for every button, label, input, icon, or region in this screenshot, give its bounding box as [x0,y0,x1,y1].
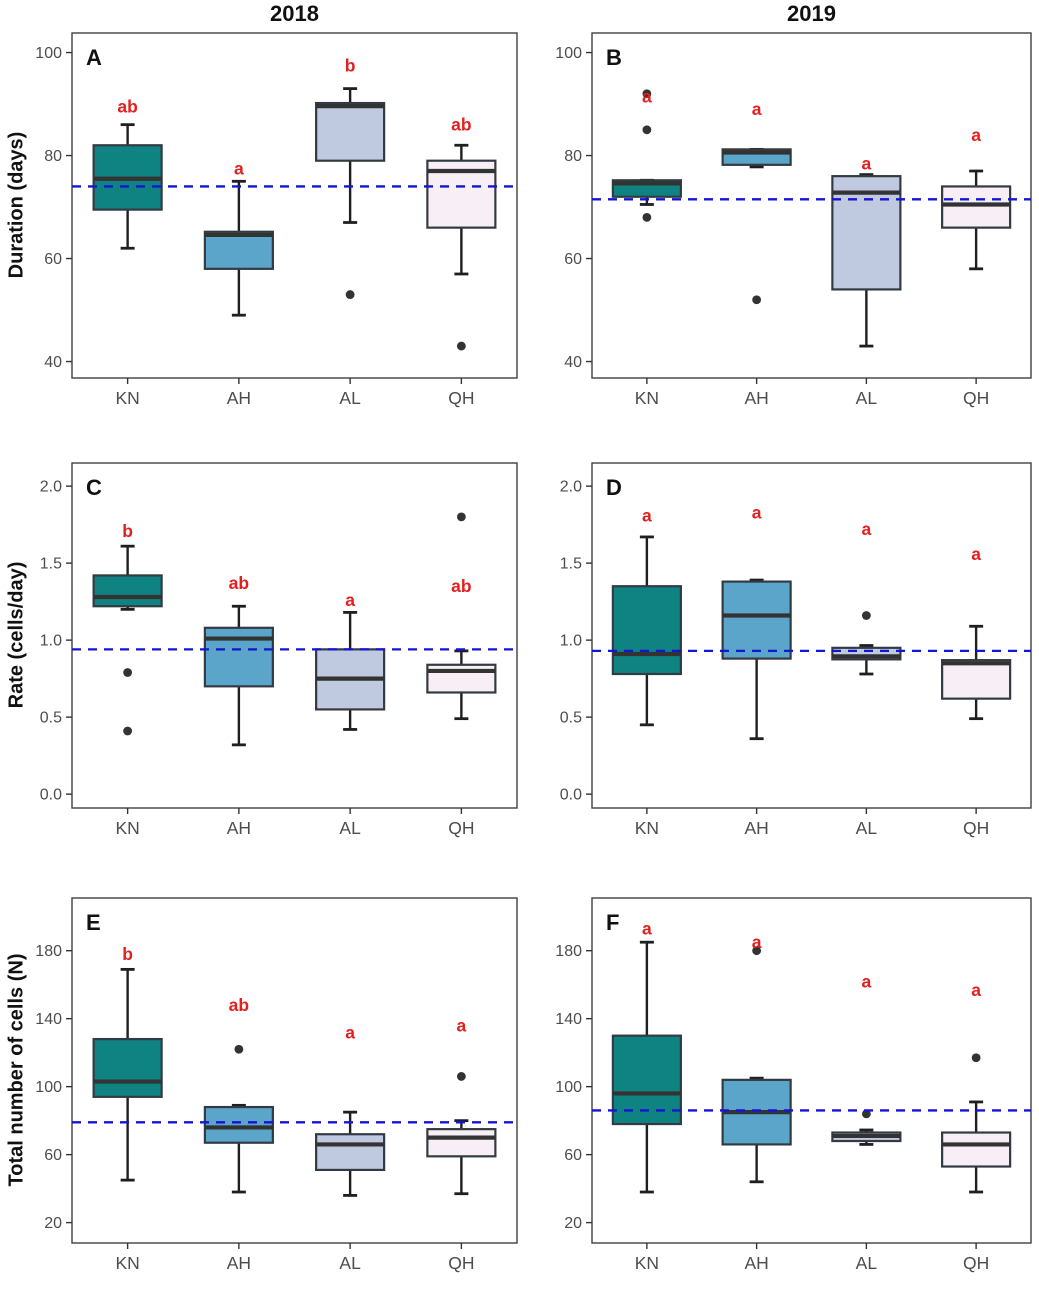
svg-text:40: 40 [44,354,62,371]
svg-text:a: a [862,971,872,991]
svg-text:C: C [86,475,102,500]
panel-e-cells-2018-boxplot: 20 60 100 140 180 KN AH AL QH b ab a a E [35,897,518,1273]
svg-text:KN: KN [115,1253,139,1273]
svg-text:a: a [234,158,244,178]
svg-text:2.0: 2.0 [560,479,582,496]
svg-text:a: a [971,544,981,564]
svg-text:60: 60 [44,251,62,268]
svg-text:140: 140 [35,1011,62,1028]
svg-text:0.5: 0.5 [560,710,582,727]
svg-text:60: 60 [564,251,582,268]
svg-text:a: a [752,932,762,952]
svg-text:ab: ab [451,115,471,135]
svg-text:a: a [752,502,762,522]
svg-text:a: a [862,153,872,173]
svg-text:100: 100 [555,1079,582,1096]
svg-text:b: b [345,55,356,75]
svg-text:60: 60 [44,1147,62,1164]
svg-text:AL: AL [856,818,878,838]
svg-text:ab: ab [229,995,249,1015]
svg-text:AL: AL [339,818,361,838]
svg-text:60: 60 [564,1147,582,1164]
panel-c-rate-2018-boxplot: 0.0 0.5 1.0 1.5 2.0 KN AH AL QH b ab a ab C [40,462,518,838]
svg-text:AL: AL [339,1253,361,1273]
svg-text:a: a [457,1015,467,1035]
svg-text:AL: AL [856,388,878,408]
svg-text:A: A [86,45,102,70]
svg-text:a: a [971,980,981,1000]
svg-text:a: a [642,86,652,106]
panel-f-cells-2019-boxplot: 20 60 100 140 180 KN AH AL QH a a a a F [555,897,1032,1273]
svg-text:40: 40 [564,354,582,371]
svg-text:1.5: 1.5 [40,556,62,573]
svg-text:a: a [752,99,762,119]
svg-text:b: b [122,521,133,541]
svg-text:140: 140 [555,1011,582,1028]
svg-text:F: F [606,910,619,935]
svg-text:E: E [86,910,101,935]
svg-text:a: a [642,505,652,525]
svg-text:AH: AH [227,1253,251,1273]
svg-text:0.0: 0.0 [560,787,582,804]
svg-text:KN: KN [635,1253,659,1273]
svg-text:AL: AL [339,388,361,408]
svg-text:20: 20 [44,1215,62,1232]
svg-text:0.0: 0.0 [40,787,62,804]
svg-text:QH: QH [963,818,989,838]
svg-text:ab: ab [117,97,137,117]
svg-text:80: 80 [564,148,582,165]
svg-text:ab: ab [229,573,249,593]
svg-text:b: b [122,944,133,964]
svg-text:a: a [862,519,872,539]
svg-text:AH: AH [227,818,251,838]
svg-text:2.0: 2.0 [40,479,62,496]
column-title-2019: 2019 [787,1,836,26]
svg-text:QH: QH [448,818,474,838]
svg-text:AL: AL [856,1253,878,1273]
svg-text:a: a [971,125,981,145]
svg-text:AH: AH [227,388,251,408]
svg-text:1.0: 1.0 [560,633,582,650]
svg-text:QH: QH [448,388,474,408]
svg-text:KN: KN [635,388,659,408]
svg-text:AH: AH [744,1253,768,1273]
svg-text:100: 100 [35,45,62,62]
svg-text:1.0: 1.0 [40,633,62,650]
svg-text:D: D [606,475,622,500]
svg-text:AH: AH [744,388,768,408]
svg-text:AH: AH [744,818,768,838]
svg-text:1.5: 1.5 [560,556,582,573]
svg-text:QH: QH [963,388,989,408]
svg-text:0.5: 0.5 [40,710,62,727]
svg-text:KN: KN [115,818,139,838]
svg-text:a: a [345,1022,355,1042]
svg-text:KN: KN [115,388,139,408]
svg-text:100: 100 [35,1079,62,1096]
svg-text:80: 80 [44,148,62,165]
svg-text:a: a [345,590,355,610]
svg-text:B: B [606,45,622,70]
svg-text:KN: KN [635,818,659,838]
svg-text:180: 180 [555,943,582,960]
svg-text:QH: QH [963,1253,989,1273]
svg-text:ab: ab [451,576,471,596]
svg-text:a: a [642,919,652,939]
svg-text:180: 180 [35,943,62,960]
svg-text:20: 20 [564,1215,582,1232]
svg-text:QH: QH [448,1253,474,1273]
svg-text:100: 100 [555,45,582,62]
column-title-2018: 2018 [270,1,319,26]
